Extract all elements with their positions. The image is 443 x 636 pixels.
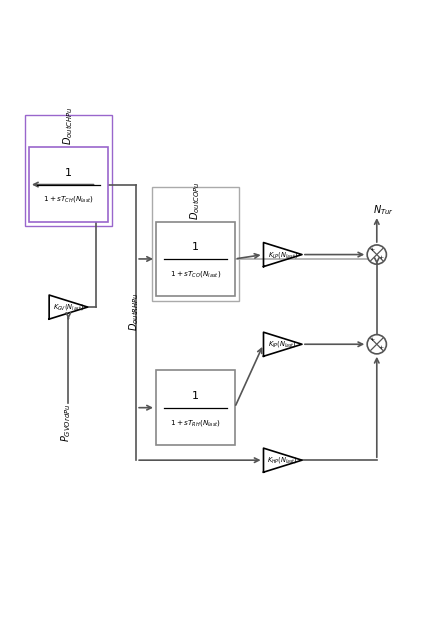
FancyBboxPatch shape [29, 148, 108, 222]
Polygon shape [264, 332, 302, 356]
Polygon shape [49, 295, 88, 319]
Text: $K_{IP}(N_{last})$: $K_{IP}(N_{last})$ [268, 339, 297, 349]
Text: $D_{outRHPu}$: $D_{outRHPu}$ [127, 293, 141, 331]
Text: $1+sT_{CH}(N_{last})$: $1+sT_{CH}(N_{last})$ [43, 195, 94, 204]
Text: 1: 1 [192, 391, 199, 401]
Text: $K_{GV}(N_{last})$: $K_{GV}(N_{last})$ [53, 302, 84, 312]
Text: $1+sT_{RH}(N_{last})$: $1+sT_{RH}(N_{last})$ [170, 418, 221, 427]
Text: +: + [378, 256, 384, 260]
Text: $P_{GVOrdPu}$: $P_{GVOrdPu}$ [59, 403, 73, 442]
Text: 1: 1 [65, 168, 72, 177]
Text: $D_{outCOPu}$: $D_{outCOPu}$ [188, 181, 202, 219]
FancyBboxPatch shape [156, 371, 235, 445]
Text: $K_{LP}(N_{last})$: $K_{LP}(N_{last})$ [268, 249, 298, 259]
Circle shape [367, 335, 386, 354]
FancyBboxPatch shape [156, 222, 235, 296]
Polygon shape [264, 448, 302, 472]
Text: $1+sT_{CO}(N_{last})$: $1+sT_{CO}(N_{last})$ [170, 269, 221, 279]
Text: +: + [378, 345, 384, 350]
Polygon shape [264, 242, 302, 266]
Text: $D_{outCHPu}$: $D_{outCHPu}$ [62, 107, 75, 145]
Text: $N_{Tur}$: $N_{Tur}$ [373, 204, 394, 218]
Text: $K_{HP}(N_{last})$: $K_{HP}(N_{last})$ [267, 455, 298, 465]
Text: +: + [369, 337, 374, 342]
Text: 1: 1 [192, 242, 199, 252]
Text: +: + [369, 247, 374, 252]
Circle shape [367, 245, 386, 264]
